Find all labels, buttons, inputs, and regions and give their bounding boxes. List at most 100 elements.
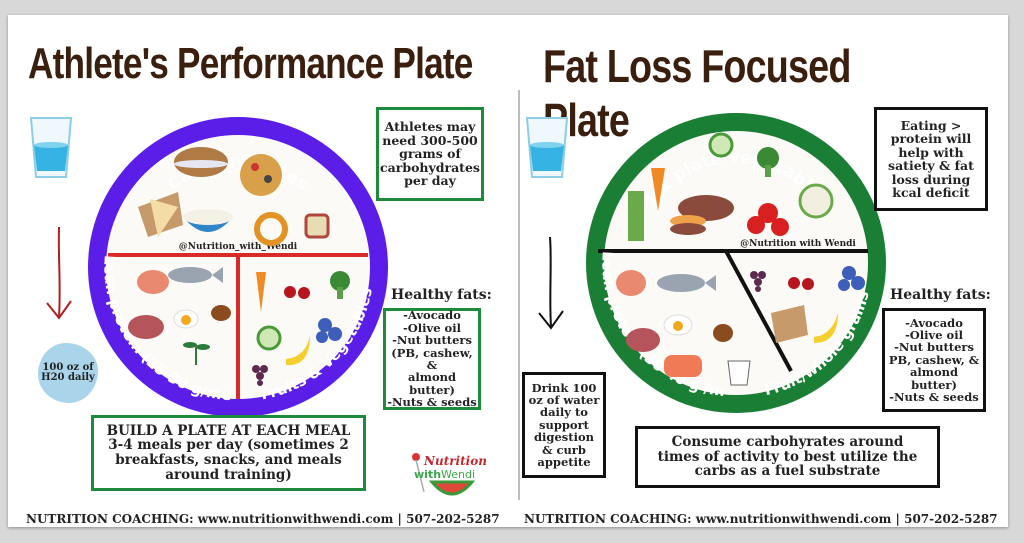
grapes-icon xyxy=(750,271,766,292)
asparagus-icon xyxy=(628,191,644,241)
carb-timing-note: Consume carbohyrates around times of act… xyxy=(635,426,940,488)
tomatoes-icon xyxy=(747,203,789,236)
footer-contact-right: NUTRITION COACHING: www.nutritionwithwen… xyxy=(524,512,998,526)
water-badge-line: 100 oz of xyxy=(42,361,94,373)
sweet-potato-icon xyxy=(670,195,734,235)
sprout-icon xyxy=(183,342,210,365)
logo-with: with xyxy=(414,468,442,481)
broccoli-icon xyxy=(330,271,350,299)
note-line: daily to xyxy=(540,405,588,420)
fat-loss-plate-diagram: 1/2 plate vegetables Lean protein (30-40… xyxy=(576,103,886,413)
fat-item: almond xyxy=(909,365,959,380)
note-line: satiety & fat xyxy=(888,158,974,173)
healthy-fats-label: Healthy fats: xyxy=(391,287,492,303)
carrot-icon xyxy=(256,272,266,312)
note-line: around training) xyxy=(165,466,292,483)
water-intake-note: Drink 100 oz of water daily to support d… xyxy=(522,372,606,478)
logo-text: withWendi xyxy=(414,468,475,481)
bean-icon xyxy=(713,324,733,342)
water-badge-line: H20 daily xyxy=(41,372,95,383)
athlete-plate-title: Athlete's Performance Plate xyxy=(28,39,473,88)
cherries-icon xyxy=(788,277,814,290)
fish-icon xyxy=(168,267,223,283)
healthy-fats-list: -Avocado -Olive oil -Nut butters (PB, ca… xyxy=(383,308,481,410)
broccoli-icon xyxy=(757,147,779,177)
build-a-plate-note: BUILD A PLATE AT EACH MEAL 3-4 meals per… xyxy=(91,415,366,491)
fat-item: -Olive oil xyxy=(905,327,963,342)
fat-item: -Nuts & seeds xyxy=(889,390,979,405)
fat-loss-plate-title: Fat Loss Focused Plate xyxy=(543,40,851,146)
fat-item: -Avocado xyxy=(403,308,461,323)
down-arrow-icon xyxy=(538,236,564,330)
wrap-icon xyxy=(771,305,808,343)
footer-contact-left: NUTRITION COACHING: www.nutritionwithwen… xyxy=(26,512,500,526)
note-line: protein will xyxy=(890,131,972,146)
healthy-fats-list: -Avocado -Olive oil -Nut butters PB, cas… xyxy=(882,308,986,412)
note-line: carbs as a fuel substrate xyxy=(694,463,881,480)
note-line: oz of water xyxy=(528,392,600,407)
protein-satiety-note: Eating > protein will help with satiety … xyxy=(874,107,988,211)
cucumber-icon xyxy=(708,132,734,158)
watermelon-icon xyxy=(412,453,476,496)
yogurt-icon xyxy=(727,360,751,386)
note-line: appetite xyxy=(537,455,591,470)
infographic-page: Athlete's Performance Plate Fat Loss Foc… xyxy=(8,15,1008,527)
steak-icon xyxy=(626,328,660,352)
egg-icon xyxy=(663,314,693,336)
note-line: need 300-500 xyxy=(382,132,478,148)
note-line: support xyxy=(539,417,589,432)
center-divider xyxy=(518,90,520,500)
egg-icon xyxy=(173,309,199,329)
bean-icon xyxy=(211,305,231,321)
rice-bowl-icon xyxy=(183,209,233,232)
note-line: times of activity to best utilize the xyxy=(657,448,918,465)
fat-item: -Avocado xyxy=(905,315,963,330)
blueberries-icon xyxy=(838,266,865,291)
nutrition-with-wendi-logo: Nutrition withWendi xyxy=(410,452,490,502)
carrot-icon xyxy=(651,168,665,211)
fat-item: (PB, cashew, & xyxy=(391,345,473,372)
steak-icon xyxy=(128,315,164,339)
bagel-icon xyxy=(174,147,228,177)
grapes-icon xyxy=(252,365,268,386)
note-line: per day xyxy=(404,173,456,189)
note-line: digestion xyxy=(534,430,594,445)
fat-item: PB, cashew, & xyxy=(888,352,980,367)
note-line: carbohydrates xyxy=(380,159,480,175)
cauliflower-icon xyxy=(798,183,834,219)
cherries-icon xyxy=(284,286,310,299)
note-line: Athletes may xyxy=(384,119,476,135)
down-arrow-icon xyxy=(46,226,72,320)
svg-text:@Nutrition_with_Wendi: @Nutrition_with_Wendi xyxy=(179,242,298,252)
water-glass-icon xyxy=(525,117,569,178)
chicken-leg-icon xyxy=(616,270,646,296)
svg-text:@Nutrition with Wendi: @Nutrition with Wendi xyxy=(740,239,856,249)
note-line: BUILD A PLATE AT EACH MEAL xyxy=(106,422,351,439)
water-glass-icon xyxy=(29,117,73,178)
fat-item: -Olive oil xyxy=(403,320,461,335)
fat-item: butter) xyxy=(911,377,957,392)
banana-icon xyxy=(814,313,838,343)
sandwich-icon xyxy=(304,213,330,239)
water-intake-badge: 100 oz of H20 daily xyxy=(38,343,98,403)
note-line: grams of xyxy=(399,146,461,162)
note-line: help with xyxy=(898,144,964,160)
fat-item: -Nut butters xyxy=(894,340,974,355)
fish-icon xyxy=(657,274,716,292)
note-line: loss during xyxy=(891,171,971,187)
note-line: breakfasts, snacks, and meals xyxy=(115,452,342,468)
wrap-icon xyxy=(138,192,183,237)
note-line: Eating > xyxy=(900,117,962,133)
fat-item: -Nuts & seeds xyxy=(387,395,477,410)
note-line: & curb xyxy=(542,442,586,457)
carb-requirement-note: Athletes may need 300-500 grams of carbo… xyxy=(376,107,484,201)
note-line: Consume carbohyrates around xyxy=(671,434,904,451)
note-line: Drink 100 xyxy=(531,380,597,395)
note-line: 3-4 meals per day (sometimes 2 xyxy=(108,437,349,454)
athlete-plate-diagram: Carbohydrates Lean protein (25-30 g/meal… xyxy=(78,107,388,417)
chicken-leg-icon xyxy=(137,270,169,294)
healthy-fats-label: Healthy fats: xyxy=(890,287,991,303)
banana-icon xyxy=(286,335,310,366)
fat-item: -Nut butters xyxy=(392,333,472,348)
pretzel-icon xyxy=(254,212,288,246)
